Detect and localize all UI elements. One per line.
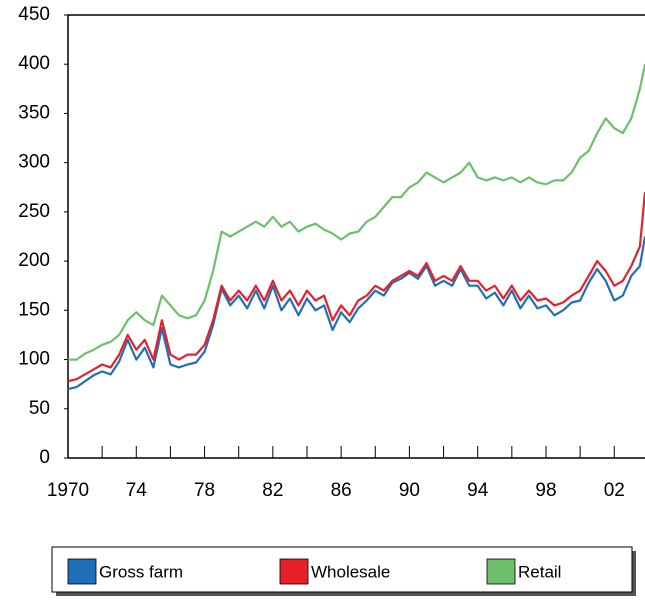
legend-label: Gross farm [99,562,183,581]
series-line [67,236,645,391]
legend-label: Retail [518,562,561,581]
x-tick-label: 1970 [47,480,89,501]
y-tick-label: 350 [18,102,50,123]
y-tick-label: 400 [18,53,50,74]
series-line [68,63,645,361]
x-tick-label: 90 [399,480,420,501]
x-tick-label: 78 [194,480,215,501]
x-tick-label: 02 [604,480,625,501]
y-tick-label: 300 [18,152,50,173]
legend-swatch [486,558,516,585]
y-tick-label: 450 [18,4,50,25]
legend-swatch [279,558,309,585]
y-tick-label: 100 [18,349,50,370]
y-tick-label: 0 [39,447,50,468]
y-tick-label: 150 [18,299,50,320]
legend-label: Wholesale [311,562,390,581]
y-tick-label: 50 [29,398,50,419]
legend-swatch [67,558,97,585]
y-tick-label: 200 [18,250,50,271]
series-line [67,192,645,383]
x-tick-label: 94 [467,480,489,501]
legend-box [51,546,633,593]
x-tick-label: 98 [535,480,556,501]
x-tick-label: 74 [126,480,148,501]
x-tick-label: 86 [331,480,352,501]
x-tick-label: 82 [262,480,283,501]
y-tick-label: 250 [18,201,50,222]
